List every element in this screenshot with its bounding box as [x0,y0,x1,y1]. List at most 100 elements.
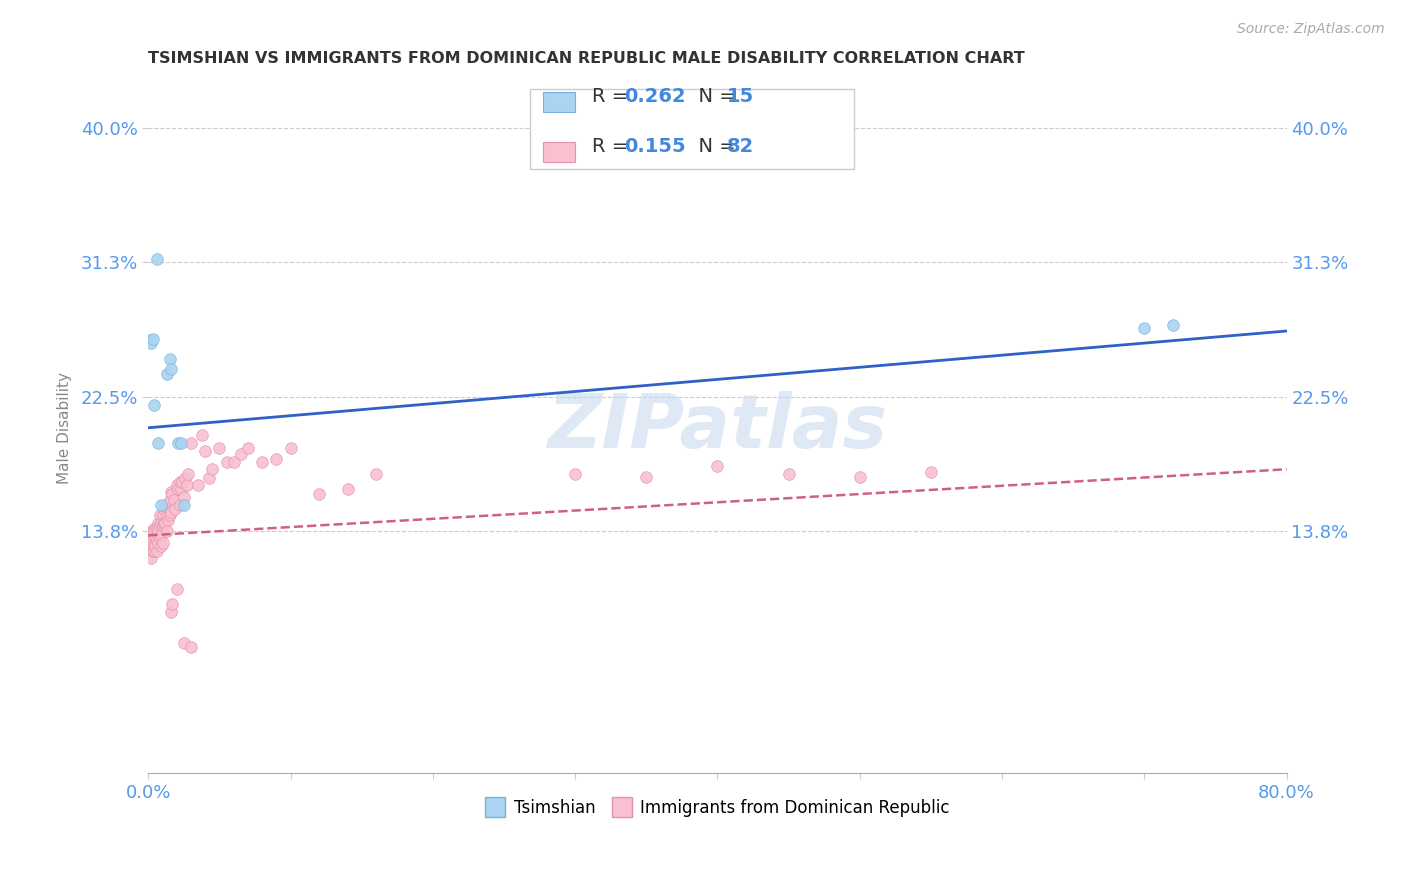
Point [148,536,170,550]
Point [149,532,172,546]
Text: R =: R = [592,136,634,156]
Y-axis label: Male Disability: Male Disability [58,372,72,483]
Point [201,462,224,476]
Point [156,367,179,381]
Point [157,513,180,527]
Point [173,490,195,504]
Point [173,636,195,650]
Point [364,467,387,481]
FancyBboxPatch shape [530,89,853,169]
Point [250,454,273,468]
Text: TSIMSHIAN VS IMMIGRANTS FROM DOMINICAN REPUBLIC MALE DISABILITY CORRELATION CHAR: TSIMSHIAN VS IMMIGRANTS FROM DOMINICAN R… [148,51,1025,66]
Point [167,436,190,450]
Point [162,598,184,612]
Point [167,482,190,496]
Legend: Tsimshian, Immigrants from Dominican Republic: Tsimshian, Immigrants from Dominican Rep… [478,792,956,824]
Point [706,459,728,474]
Point [174,471,197,485]
Point [920,466,942,480]
Point [143,543,166,558]
Point [152,508,174,523]
Point [1133,321,1156,335]
Point [159,351,181,366]
Text: ZIPatlas: ZIPatlas [547,392,887,464]
Point [169,498,191,512]
Point [148,516,170,530]
Point [778,467,800,481]
Point [848,470,870,484]
Point [146,543,169,558]
Text: 0.155: 0.155 [624,136,686,156]
Text: 0.262: 0.262 [624,87,686,106]
Point [236,441,259,455]
Point [153,502,176,516]
Point [148,436,170,450]
Point [150,539,173,553]
Point [163,493,186,508]
Point [160,605,183,619]
Point [146,252,169,266]
Point [1161,318,1184,332]
Text: N =: N = [686,87,741,106]
Point [156,524,179,538]
Point [172,475,194,489]
Point [142,543,165,558]
Point [142,332,165,346]
Point [159,508,181,523]
Point [143,524,166,538]
Text: Source: ZipAtlas.com: Source: ZipAtlas.com [1237,22,1385,37]
Point [159,493,181,508]
Point [152,536,174,550]
Point [180,640,202,655]
Point [336,482,359,496]
FancyBboxPatch shape [543,93,575,112]
Point [149,508,172,523]
Point [180,436,202,450]
Text: N =: N = [686,136,741,156]
Point [166,477,188,491]
Point [141,336,163,351]
Point [177,467,200,481]
Point [142,524,165,538]
Point [141,536,163,550]
Point [308,487,330,501]
Point [138,536,160,550]
Point [156,508,179,523]
Point [145,532,167,546]
Point [143,536,166,550]
Point [198,471,221,485]
Point [191,428,214,442]
Point [142,533,165,547]
Point [155,516,177,530]
Point [165,502,187,516]
Point [222,454,245,468]
Point [146,521,169,535]
Text: 15: 15 [727,87,754,106]
Point [208,441,231,455]
Point [564,467,586,481]
Point [150,498,173,512]
Point [145,539,167,553]
Point [150,528,173,542]
FancyBboxPatch shape [543,142,575,161]
Point [160,485,183,500]
Point [170,482,193,496]
Point [141,551,163,566]
Point [152,517,174,532]
Point [157,500,180,515]
Point [160,362,183,376]
Point [145,521,167,535]
Point [187,477,209,491]
Text: 82: 82 [727,136,754,156]
Point [150,516,173,530]
Point [280,441,302,455]
Point [636,470,658,484]
Point [169,475,191,489]
Point [149,517,172,532]
Point [173,498,195,512]
Point [170,436,193,450]
Point [153,516,176,530]
Point [143,398,166,412]
Point [215,454,238,468]
Point [138,333,160,347]
